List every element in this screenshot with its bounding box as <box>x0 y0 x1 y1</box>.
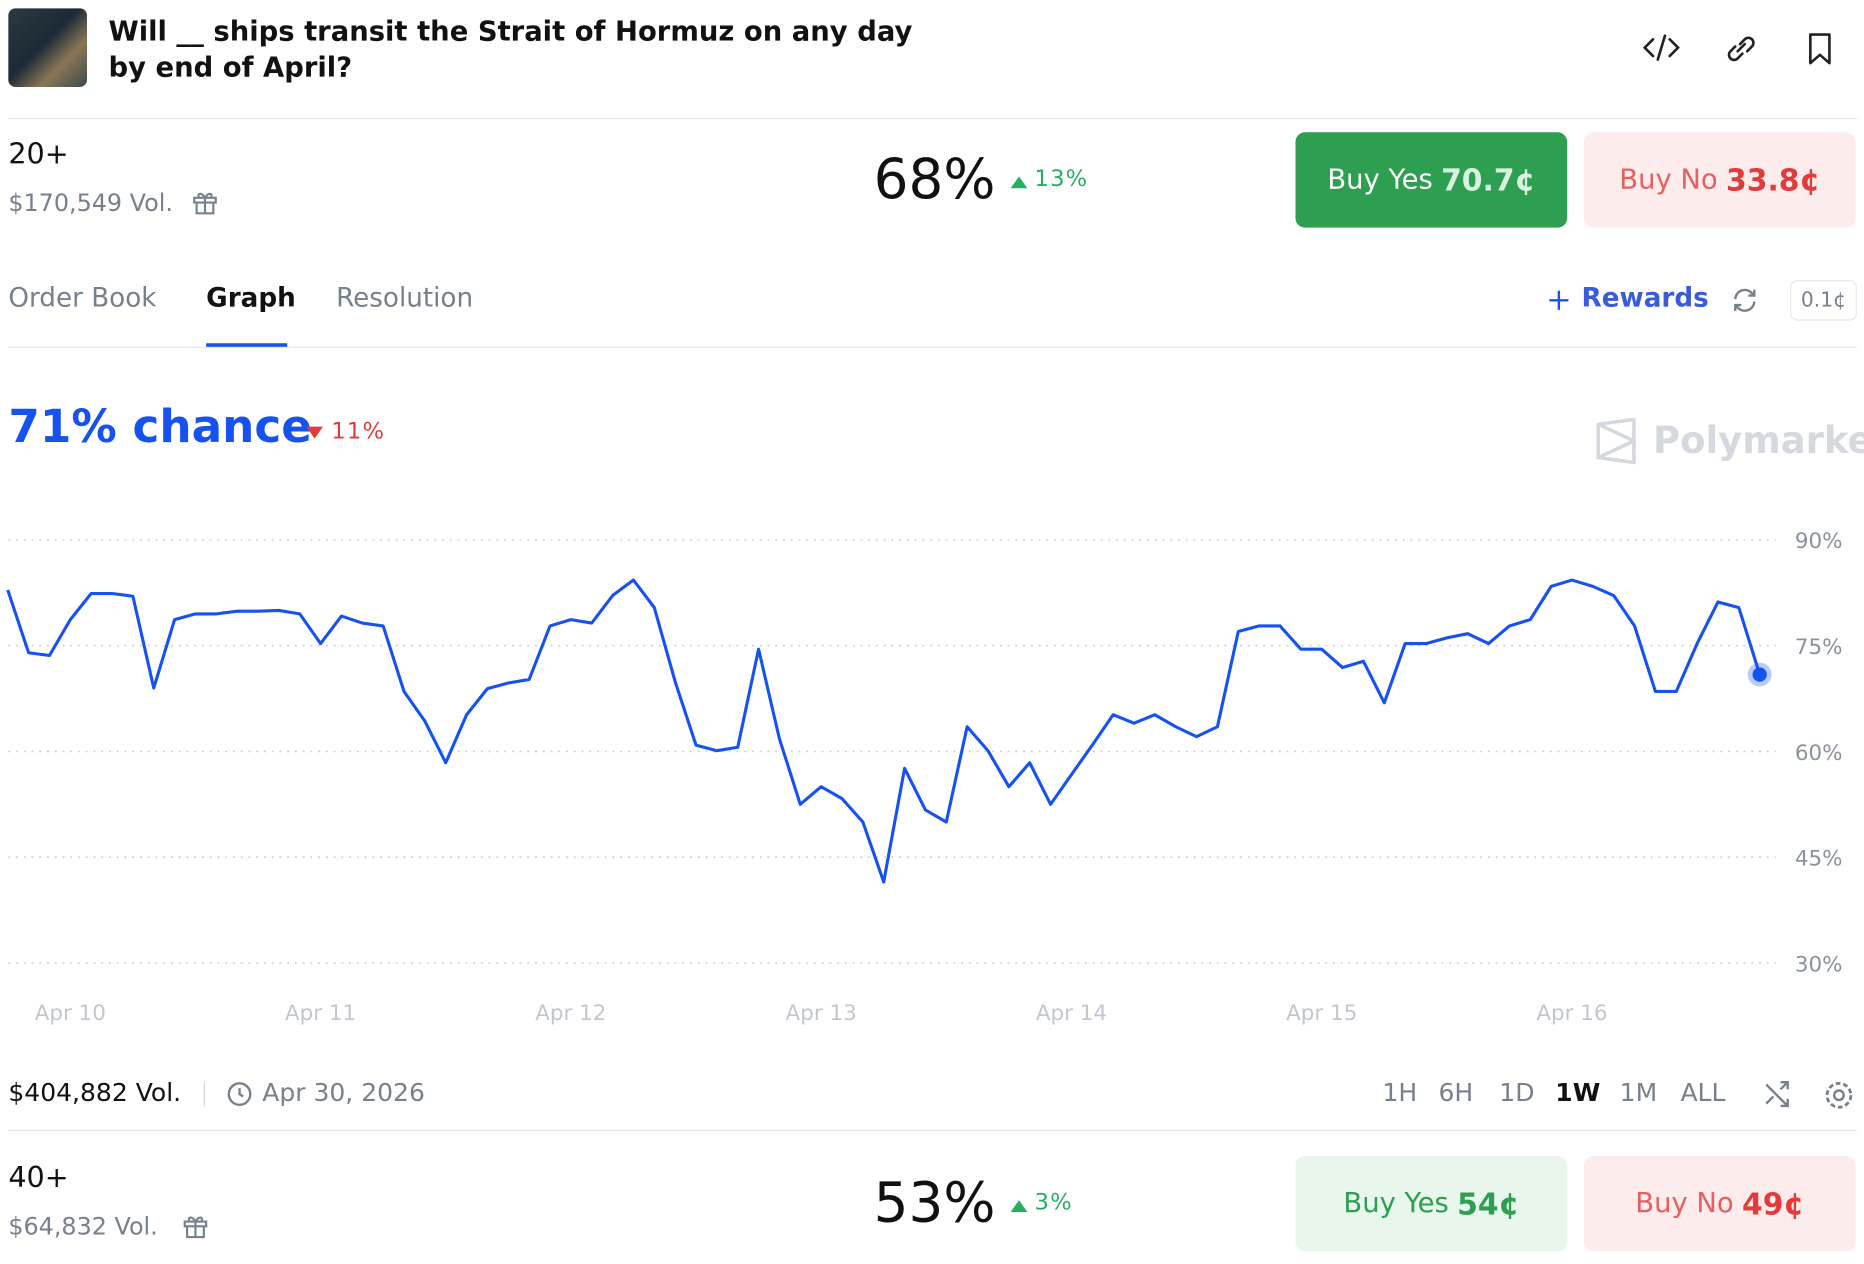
gift-glyph <box>193 192 217 215</box>
up-glyph <box>1010 1200 1028 1213</box>
button-price: 33.8¢ <box>1726 162 1821 198</box>
gift-glyph <box>183 1216 208 1239</box>
button-price: 49¢ <box>1742 1186 1805 1221</box>
range-option[interactable]: ALL <box>1680 1078 1726 1108</box>
chart: 30% 45% 60% 75% 90% Apr 10 Apr 11 Apr 12 Apr 13 A… <box>6 529 1843 1026</box>
tab-underline <box>206 343 288 347</box>
buy-yes-button[interactable]: Buy Yes 70.7¢ <box>1295 132 1568 228</box>
chance: 71% chance <box>8 400 312 453</box>
price-line <box>6 578 1762 884</box>
up-arrow <box>1010 1195 1028 1213</box>
y-tick-label: 30% <box>1795 952 1843 977</box>
range-option[interactable]: 1W <box>1555 1078 1601 1108</box>
probability-change: 3% <box>1034 1189 1073 1216</box>
total-volume: $404,882 Vol. <box>8 1078 182 1108</box>
outcome-label: 20+ <box>8 137 69 171</box>
market-image <box>8 8 88 88</box>
buy-no-button[interactable]: Buy No 49¢ <box>1583 1156 1856 1252</box>
range-option[interactable]: 6H <box>1438 1078 1474 1108</box>
x-tick-label: Apr 16 <box>1536 1001 1607 1026</box>
link-icon[interactable] <box>1723 31 1759 67</box>
button-label: Buy Yes <box>1327 164 1433 196</box>
outcome-volume: $170,549 Vol. <box>8 188 173 217</box>
buy-no-button[interactable]: Buy No 33.8¢ <box>1583 132 1856 228</box>
buy-yes-button[interactable]: Buy Yes 54¢ <box>1295 1156 1568 1252</box>
tab-active[interactable]: Graph <box>206 283 296 314</box>
refresh-icon[interactable] <box>1730 286 1759 315</box>
x-tick-label: Apr 12 <box>535 1001 606 1026</box>
probability: 53% <box>873 1170 996 1235</box>
chance-change: 11% <box>331 418 386 445</box>
down-arrow <box>306 426 323 439</box>
shuffle-icon[interactable] <box>1763 1079 1794 1110</box>
x-tick-label: Apr 15 <box>1286 1001 1357 1026</box>
y-tick-label: 75% <box>1795 635 1843 660</box>
brand-logo <box>1596 417 1636 465</box>
range-option[interactable]: 1D <box>1499 1078 1535 1108</box>
bookmark-icon[interactable] <box>1804 31 1835 67</box>
divider <box>8 117 1857 120</box>
y-tick-label: 60% <box>1795 741 1843 766</box>
probability: 68% <box>873 146 996 211</box>
range-option[interactable]: 1M <box>1619 1078 1658 1108</box>
button-label: Buy Yes <box>1343 1188 1449 1220</box>
y-tick-label: 45% <box>1795 847 1843 872</box>
brand: Polymarket <box>1653 419 1864 463</box>
x-tick-label: Apr 14 <box>1036 1001 1107 1026</box>
tab[interactable]: Order Book <box>8 283 157 314</box>
x-tick-label: Apr 11 <box>285 1001 356 1026</box>
probability-change: 13% <box>1034 165 1089 192</box>
plus-icon <box>1549 290 1569 310</box>
button-label: Buy No <box>1619 164 1718 196</box>
button-label: Buy No <box>1635 1188 1734 1220</box>
range-option[interactable]: 1H <box>1382 1078 1418 1108</box>
x-tick-label: Apr 10 <box>35 1001 106 1026</box>
tick-size[interactable]: 0.1¢ <box>1790 280 1857 321</box>
outcome-volume: $64,832 Vol. <box>8 1212 158 1241</box>
button-price: 70.7¢ <box>1441 162 1536 198</box>
embed-icon[interactable] <box>1642 31 1680 64</box>
separator <box>203 1082 205 1106</box>
market-title: Will __ ships transit the Strait of Horm… <box>108 16 913 84</box>
gift-icon[interactable] <box>181 1212 210 1241</box>
divider <box>8 1129 1857 1132</box>
x-tick-label: Apr 13 <box>786 1001 857 1026</box>
end-date: Apr 30, 2026 <box>262 1078 425 1108</box>
settings-icon[interactable] <box>1822 1079 1855 1112</box>
rewards-link[interactable]: Rewards <box>1581 283 1709 314</box>
button-price: 54¢ <box>1457 1186 1520 1221</box>
y-tick-label: 90% <box>1795 529 1843 554</box>
up-glyph <box>1010 176 1028 189</box>
clock-icon <box>227 1082 252 1106</box>
up-arrow <box>1010 172 1028 189</box>
tab[interactable]: Resolution <box>336 283 474 314</box>
divider <box>8 346 1857 349</box>
outcome-label: 40+ <box>8 1160 69 1195</box>
current-point <box>1752 667 1767 682</box>
gift-icon[interactable] <box>191 188 220 217</box>
